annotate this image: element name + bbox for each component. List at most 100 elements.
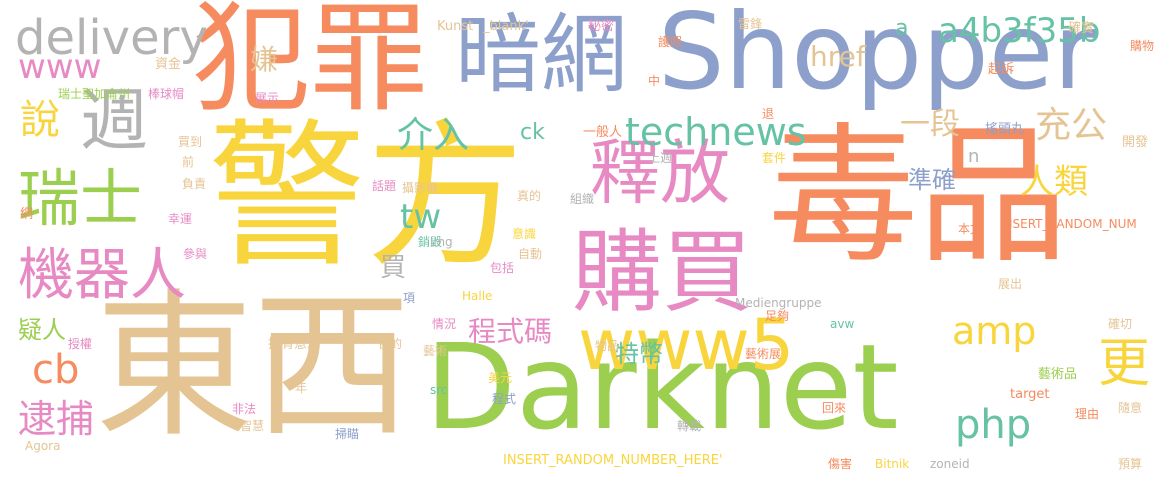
word-授權: 授權 xyxy=(68,337,93,351)
word-回來: 回來 xyxy=(822,401,847,415)
word-說: 說 xyxy=(20,97,60,143)
word-釋放: 釋放 xyxy=(590,132,730,214)
word-kunst: Kunst xyxy=(437,19,474,34)
word-秘密: 秘密 xyxy=(588,19,615,34)
word-話題: 話題 xyxy=(372,179,397,193)
word-zoneid: zoneid xyxy=(930,457,970,471)
word-幸運: 幸運 xyxy=(168,212,193,226)
word-amp: amp xyxy=(952,309,1037,353)
word-insert-random-num: INSERT_RANDOM_NUM xyxy=(1000,217,1137,231)
word-情況: 情況 xyxy=(432,317,457,331)
word-ck: ck xyxy=(520,120,545,145)
word-組織: 組織 xyxy=(570,192,595,206)
word-target: target xyxy=(1010,387,1050,402)
word-blank: _blank' xyxy=(483,19,529,34)
word-php: php xyxy=(955,402,1032,448)
word-img: img xyxy=(430,235,453,249)
word-a: a xyxy=(895,16,909,41)
word-bitnik: Bitnik xyxy=(875,457,910,471)
word-機器人: 機器人 xyxy=(18,243,186,308)
word-藝術品: 藝術品 xyxy=(1038,367,1078,382)
word-確切: 確切 xyxy=(1108,317,1133,331)
word-逮捕: 逮捕 xyxy=(18,397,95,441)
word-www5: www5 xyxy=(578,304,795,386)
word-delivery: delivery xyxy=(15,10,208,66)
word-程式碼: 程式碼 xyxy=(468,315,553,348)
word-買到: 買到 xyxy=(178,135,203,149)
word-確實: 確實 xyxy=(1068,21,1095,36)
word-藝術: 藝術 xyxy=(423,344,448,358)
word-搖頭丸: 搖頭丸 xyxy=(985,122,1025,137)
word-瑞士: 瑞士 xyxy=(18,162,143,235)
word-src: src xyxy=(430,383,448,397)
word-買: 買 xyxy=(380,253,407,283)
word-棒球帽: 棒球帽 xyxy=(148,87,185,101)
word-mediengruppe: Mediengruppe xyxy=(735,296,822,310)
word-意識: 意識 xyxy=(512,227,537,241)
word-a4b3f35b: a4b3f35b xyxy=(938,11,1101,51)
word-起訴: 起訴 xyxy=(988,62,1015,77)
word-href: href xyxy=(810,40,866,73)
word-足夠: 足夠 xyxy=(765,309,790,323)
word-項: 項 xyxy=(403,291,416,305)
word-前: 前 xyxy=(182,155,195,169)
word-挺有意思: 挺有意思 xyxy=(268,337,321,352)
word-自動: 自動 xyxy=(518,247,543,261)
word-展示: 展示 xyxy=(255,91,280,105)
word-人類: 人類 xyxy=(1020,162,1088,202)
word-套件: 套件 xyxy=(762,151,787,165)
word-www: www xyxy=(18,47,102,87)
word-物品: 物品 xyxy=(595,339,620,353)
word-technews: technews xyxy=(625,110,807,154)
word-tw: tw xyxy=(400,197,442,237)
word-準確: 準確 xyxy=(908,166,956,194)
word-一般人: 一般人 xyxy=(583,125,623,140)
word-毒品: 毒品 xyxy=(768,110,1069,284)
word-包括: 包括 xyxy=(490,261,515,275)
word-理由: 理由 xyxy=(1075,407,1100,421)
word-參與: 參與 xyxy=(183,247,208,261)
word-購物: 購物 xyxy=(1130,39,1155,53)
word-agora: Agora xyxy=(25,439,61,453)
word-美元: 美元 xyxy=(488,371,513,385)
word-轉載: 轉載 xyxy=(677,419,702,433)
word-銷毀: 銷毀 xyxy=(418,235,443,249)
word-一段: 一段 xyxy=(900,107,960,142)
word-東西: 東西 xyxy=(95,275,411,459)
word-本文: 本文 xyxy=(958,222,983,236)
word-非法: 非法 xyxy=(232,402,257,416)
word-中: 中 xyxy=(648,74,661,88)
word-攝影機: 攝影機 xyxy=(402,181,439,195)
word-藝術展: 藝術展 xyxy=(745,347,782,361)
word-智慧: 智慧 xyxy=(240,419,265,433)
word-n: n xyxy=(968,146,980,167)
word-疑人: 疑人 xyxy=(18,316,66,344)
word-darknet: Darknet xyxy=(425,318,899,456)
word-cb: cb xyxy=(32,347,80,393)
word-上週: 上週 xyxy=(648,151,673,165)
word-嫌: 嫌 xyxy=(250,43,279,76)
word-充公: 充公 xyxy=(1035,105,1108,146)
word-犯罪: 犯罪 xyxy=(192,0,429,128)
word-介入: 介入 xyxy=(397,115,470,156)
word-雷鋒: 雷鋒 xyxy=(738,17,763,31)
word-展出: 展出 xyxy=(998,277,1023,291)
word-週: 週 xyxy=(80,82,149,161)
word-負責: 負責 xyxy=(182,177,207,191)
word-insert-random-number-here: INSERT_RANDOM_NUMBER_HERE' xyxy=(503,453,723,468)
word-目的: 目的 xyxy=(378,337,403,351)
word-開發: 開發 xyxy=(1122,135,1149,150)
word-halle: Halle xyxy=(462,289,493,303)
word-預算: 預算 xyxy=(1118,457,1143,471)
word-掃瞄: 掃瞄 xyxy=(335,427,360,441)
word-shopper: Shopper xyxy=(658,0,1097,113)
word-特幣: 特幣 xyxy=(615,340,663,368)
word-退: 退 xyxy=(762,107,775,121)
word-網: 網 xyxy=(20,207,34,222)
word-avw: avw xyxy=(830,317,855,331)
word-程式: 程式 xyxy=(492,392,517,406)
word-資金: 資金 xyxy=(155,57,182,72)
word-購買: 購買 xyxy=(572,220,752,325)
word-年: 年 xyxy=(295,381,308,395)
